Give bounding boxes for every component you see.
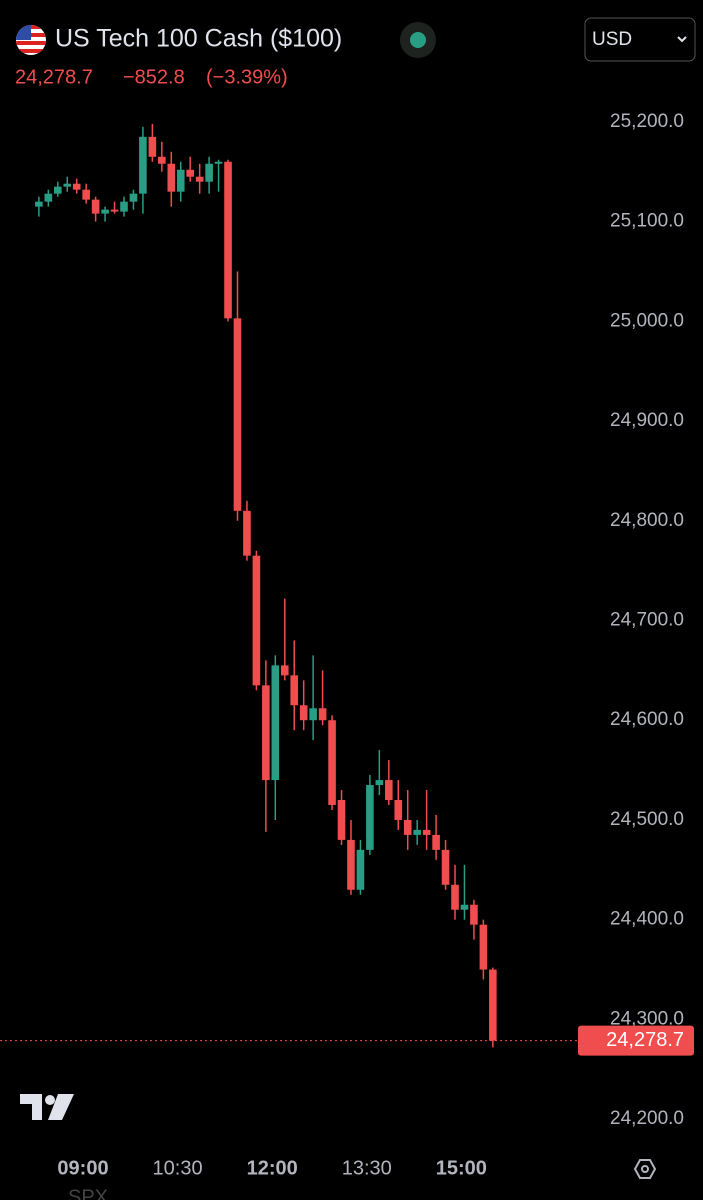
candle-body bbox=[470, 904, 478, 925]
y-tick-label: 24,800.0 bbox=[610, 510, 684, 531]
candle-body bbox=[148, 136, 157, 157]
candle-body bbox=[110, 209, 119, 212]
candle-body bbox=[271, 665, 280, 781]
candle-body bbox=[422, 829, 431, 835]
candle-body bbox=[72, 183, 81, 190]
candle-body bbox=[375, 780, 384, 786]
candle-body bbox=[489, 969, 497, 1041]
candle-body bbox=[318, 708, 327, 721]
candle-body bbox=[139, 136, 147, 194]
last-price-badge-label: 24,278.7 bbox=[606, 1029, 684, 1051]
candle-body bbox=[460, 904, 469, 910]
flag-icon bbox=[16, 25, 46, 55]
candle-body bbox=[394, 800, 403, 820]
candle-body bbox=[451, 884, 459, 910]
candle-body bbox=[224, 161, 232, 319]
tv-logo bbox=[20, 1094, 74, 1120]
candle-body bbox=[432, 834, 440, 850]
candle-body bbox=[205, 163, 213, 182]
footer-symbol: SPX bbox=[68, 1186, 108, 1200]
candle-body bbox=[243, 510, 251, 556]
candle-body bbox=[441, 849, 450, 885]
last-price-badge bbox=[578, 1025, 694, 1056]
candle-body bbox=[167, 163, 176, 192]
candle-body bbox=[53, 186, 62, 194]
candle-body bbox=[214, 161, 223, 164]
candle-body bbox=[347, 839, 355, 890]
candle-body bbox=[158, 156, 166, 164]
y-tick-label: 24,600.0 bbox=[610, 709, 684, 730]
candle-body bbox=[120, 201, 128, 212]
price-change-percent: (−3.39%) bbox=[206, 66, 288, 88]
candle-body bbox=[385, 780, 393, 801]
y-tick-label: 25,200.0 bbox=[610, 111, 684, 132]
currency-select[interactable] bbox=[584, 17, 696, 62]
y-tick-label: 24,400.0 bbox=[610, 909, 684, 930]
candle-body bbox=[290, 675, 299, 706]
candle-body bbox=[328, 720, 336, 805]
x-tick-label: 10:30 bbox=[153, 1157, 203, 1179]
candle-body bbox=[262, 685, 270, 781]
candle-body bbox=[63, 183, 72, 187]
candle-body bbox=[233, 318, 242, 511]
y-tick-label: 24,700.0 bbox=[610, 610, 684, 631]
price-change: −852.8 bbox=[123, 66, 185, 88]
candle-body bbox=[366, 785, 374, 850]
candle-body bbox=[299, 705, 308, 721]
y-tick-label: 24,200.0 bbox=[610, 1108, 684, 1129]
currency-label: USD bbox=[592, 29, 632, 50]
candle-body bbox=[129, 193, 138, 202]
plot-area: 24,200.0 24,300.0 24,400.0 24,500.0 24,600.0… bbox=[0, 111, 694, 1179]
y-tick-label: 24,500.0 bbox=[610, 809, 684, 830]
last-price: 24,278.7 bbox=[15, 66, 93, 88]
x-tick-label: 15:00 bbox=[436, 1157, 487, 1179]
x-tick-label: 12:00 bbox=[247, 1157, 298, 1179]
candle-body bbox=[356, 849, 365, 890]
candle-body bbox=[176, 169, 185, 192]
y-tick-label: 25,100.0 bbox=[610, 211, 684, 232]
candle-body bbox=[91, 199, 100, 214]
candle-body bbox=[252, 555, 261, 686]
candle-body bbox=[44, 193, 53, 202]
y-tick-label: 24,900.0 bbox=[610, 410, 684, 431]
x-tick-label: 13:30 bbox=[342, 1157, 392, 1179]
x-tick-label: 09:00 bbox=[57, 1157, 108, 1179]
y-tick-label: 25,000.0 bbox=[610, 310, 684, 331]
candle-body bbox=[101, 209, 109, 214]
candle-body bbox=[413, 829, 421, 835]
candle-body bbox=[186, 169, 194, 177]
candle-body bbox=[82, 189, 90, 200]
candle-body bbox=[479, 924, 488, 970]
candle-body bbox=[280, 665, 289, 676]
candle-body bbox=[403, 819, 412, 835]
candle-body bbox=[309, 708, 317, 721]
symbol-title: US Tech 100 Cash ($100) bbox=[55, 25, 342, 53]
candle-body bbox=[195, 176, 204, 182]
dropdown-arrow bbox=[677, 36, 687, 43]
candle-body bbox=[337, 800, 346, 840]
candle-body bbox=[35, 201, 43, 207]
market-status-dot bbox=[410, 32, 426, 48]
settings-icon[interactable] bbox=[633, 1159, 657, 1179]
y-tick-label: 24,300.0 bbox=[610, 1008, 684, 1029]
